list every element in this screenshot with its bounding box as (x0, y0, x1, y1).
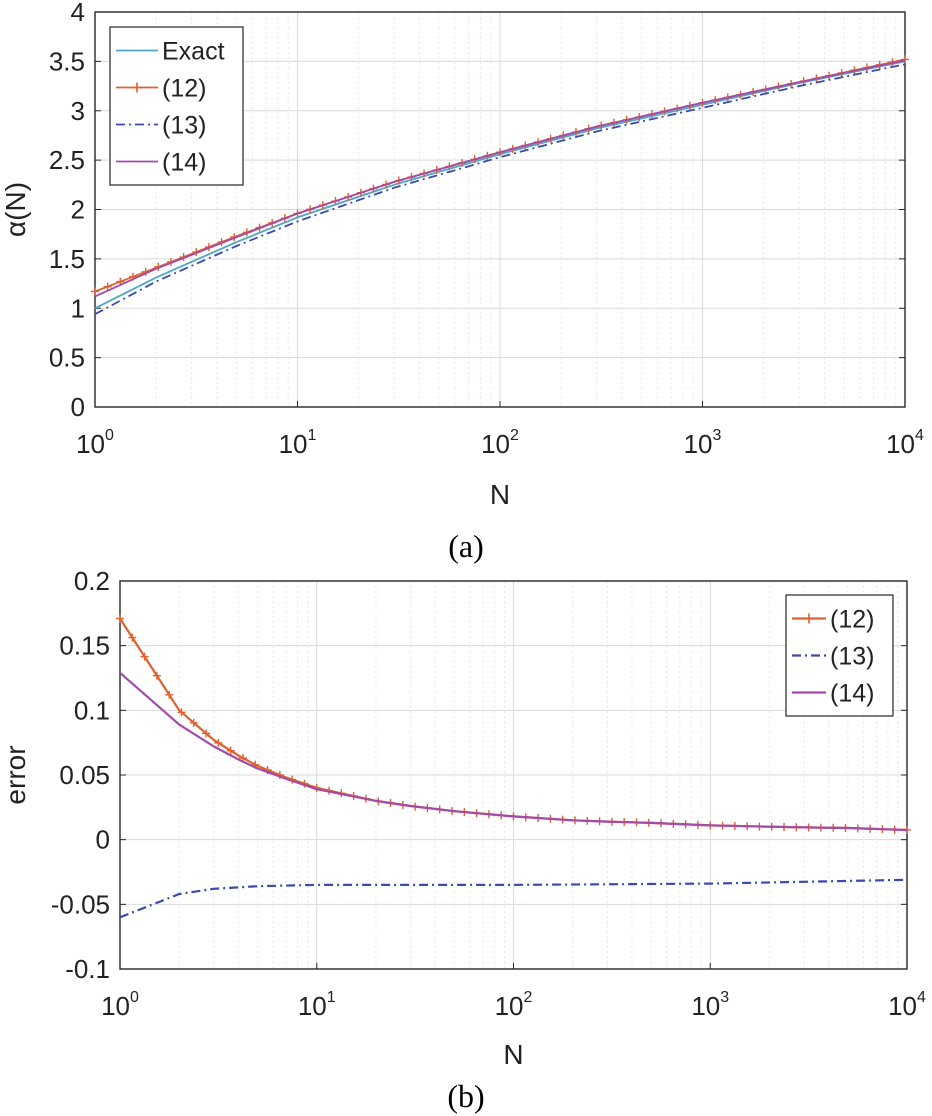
x-tick-label: 104 (888, 989, 926, 1021)
legend-label: (13) (162, 112, 206, 140)
y-axis-label: α(N) (0, 182, 31, 237)
legend-marker (804, 613, 814, 624)
y-tick-label: 0.1 (74, 695, 110, 725)
series-14 (119, 671, 908, 832)
series-marker (226, 746, 235, 755)
x-tick-label: 102 (495, 989, 533, 1021)
y-tick-label: 0 (71, 392, 85, 422)
series-13 (94, 63, 906, 315)
legend-label: Exact (162, 38, 225, 66)
chart-b-error-vs-n: -0.1 -0.05 0 0.05 0.1 0.15 0.2 100 101 102 103 104 N… (0, 566, 926, 1070)
legend-box (109, 26, 244, 186)
legend-label: (14) (830, 680, 874, 708)
legend-label: (12) (830, 606, 874, 634)
legend: Exact (12) (13) (14) (109, 26, 244, 186)
y-tick-label: 3 (71, 96, 85, 126)
y-tick-label: -0.1 (65, 954, 110, 984)
series-line (94, 59, 906, 298)
y-tick-label: 1 (71, 293, 85, 323)
caption-a: (a) (448, 528, 484, 564)
series-marker (901, 55, 909, 64)
legend-marker (132, 82, 142, 93)
series-line (119, 671, 908, 832)
series-marker (214, 738, 223, 747)
y-axis-label: error (0, 745, 31, 804)
y-tick-label: 0.15 (59, 631, 110, 661)
y-tick-label: -0.05 (51, 889, 110, 919)
series-marker (165, 690, 174, 699)
series-14 (94, 59, 906, 298)
series-marker (202, 729, 211, 738)
y-tick-label: 3.5 (49, 46, 85, 76)
legend-label: (13) (830, 643, 874, 671)
y-tick-label: 2.5 (49, 145, 85, 175)
y-tick-label: 0.5 (49, 343, 85, 373)
x-axis-label: N (490, 479, 510, 510)
series-marker (177, 708, 186, 717)
series-exact (94, 60, 906, 310)
x-axis-label: N (503, 1039, 523, 1070)
series-marker (152, 671, 161, 680)
x-tick-label: 103 (691, 989, 729, 1021)
series-marker (128, 633, 137, 642)
x-tick-label: 103 (684, 427, 722, 459)
y-tick-label: 0.05 (59, 760, 110, 790)
x-tick-label: 101 (298, 989, 336, 1021)
x-tick-label: 102 (481, 427, 519, 459)
x-tick-label: 104 (886, 427, 924, 459)
y-tick-label: 2 (71, 195, 85, 225)
x-tick-label: 101 (279, 427, 317, 459)
y-tick-label: 4 (71, 0, 85, 27)
x-tick-label: 100 (76, 427, 114, 459)
y-tick-label: 0.2 (74, 566, 110, 596)
series-marker (189, 718, 198, 727)
legend: (12) (13) (14) (785, 594, 894, 717)
series-marker (140, 652, 149, 661)
x-tick-label: 100 (101, 989, 139, 1021)
series-line (94, 60, 906, 310)
legend-label: (14) (162, 149, 206, 177)
y-tick-label: 0 (96, 825, 110, 855)
series-marker (116, 614, 124, 623)
legend-label: (12) (162, 75, 206, 103)
series-line (94, 63, 906, 315)
caption-b: (b) (447, 1078, 484, 1114)
series-marker (91, 287, 99, 296)
chart-a-alpha-vs-n: 0 0.5 1 1.5 2 2.5 3 3.5 4 100 101 102 103 104 Nα(N) Exa… (0, 0, 924, 510)
series-marker (103, 282, 112, 291)
y-tick-label: 1.5 (49, 244, 85, 274)
legend-box (785, 594, 894, 717)
